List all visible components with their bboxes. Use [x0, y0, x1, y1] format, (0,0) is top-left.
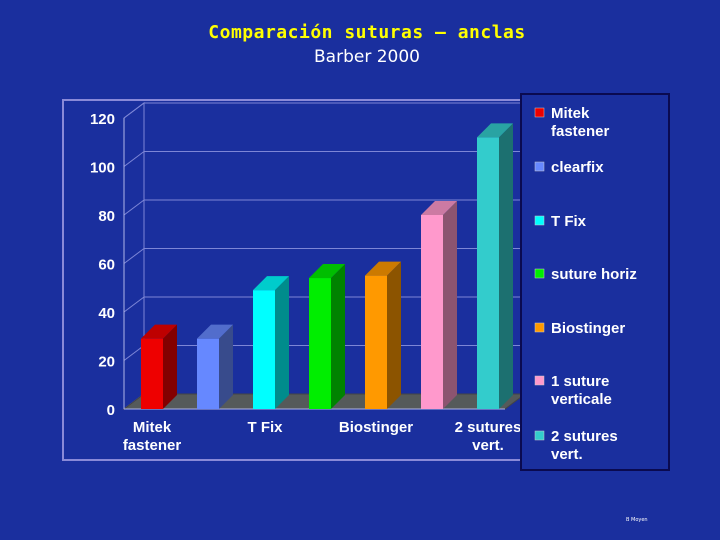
x-tick-label: Mitek fastener	[123, 419, 182, 454]
legend-label-line: clearfix	[551, 159, 604, 176]
bar-side	[163, 324, 177, 409]
x-tick-label-line: Mitek	[133, 419, 172, 436]
y-tick-label: 120	[90, 111, 115, 128]
legend-item: 2 sutures vert.	[534, 428, 618, 463]
legend-label-line: 2 sutures	[551, 428, 618, 445]
bar-side	[443, 201, 457, 409]
legend-item: Biostinger	[534, 320, 625, 337]
gridline-diagonal	[123, 345, 145, 361]
x-tick-label-line: Biostinger	[339, 419, 413, 436]
legend-label: 2 sutures vert.	[551, 428, 618, 463]
legend-swatch	[534, 430, 545, 441]
legend: Mitek fastener clearfix T Fix suture horiz Bi…	[534, 105, 637, 463]
x-tick-label: T Fix	[247, 419, 283, 436]
bar-top	[421, 201, 457, 215]
bar-front	[365, 275, 387, 409]
bar-side	[219, 324, 233, 409]
legend-label-line: 1 suture	[551, 373, 609, 390]
legend-swatch	[534, 161, 545, 172]
x-tick-label-line: fastener	[123, 437, 182, 454]
legend-label-line: Biostinger	[551, 320, 625, 337]
bar	[309, 264, 345, 409]
legend-label-line: T Fix	[551, 213, 587, 230]
bar-side	[499, 123, 513, 410]
legend-item: 1 suture verticale	[534, 373, 612, 408]
legend-item: T Fix	[534, 213, 587, 230]
legend-label: Mitek fastener	[551, 105, 610, 140]
legend-swatch	[534, 322, 545, 333]
bar-front	[141, 338, 163, 409]
bar	[421, 201, 457, 409]
x-tick-label-line: vert.	[472, 437, 504, 454]
bar	[365, 261, 401, 409]
legend-label: suture horiz	[551, 266, 637, 283]
x-tick-label: Biostinger	[339, 419, 413, 436]
legend-label-line: suture horiz	[551, 266, 637, 283]
legend-label-line: verticale	[551, 391, 612, 408]
legend-item: Mitek fastener	[534, 105, 610, 140]
gridline-diagonal	[123, 102, 145, 119]
legend-box	[520, 93, 670, 471]
bar-top	[365, 261, 401, 276]
y-tick-label: 40	[98, 305, 115, 322]
legend-label: 1 suture verticale	[551, 373, 612, 408]
gridline-diagonal	[123, 296, 145, 313]
legend-swatch	[534, 107, 545, 118]
gridline-diagonal	[123, 248, 145, 264]
y-tick-label: 100	[90, 160, 115, 177]
bar	[477, 123, 513, 410]
y-tick-label: 20	[98, 354, 115, 371]
x-tick-label: 2 sutures vert.	[455, 419, 522, 454]
y-tick-label: 80	[98, 208, 115, 225]
legend-swatch	[534, 375, 545, 386]
y-tick-label: 0	[107, 402, 115, 419]
bars	[141, 123, 513, 410]
legend-item: clearfix	[534, 159, 604, 176]
y-tick-label: 60	[98, 257, 115, 274]
bar-top	[309, 264, 345, 279]
bar	[253, 276, 289, 409]
x-tick-label-line: 2 sutures	[455, 419, 522, 436]
legend-item: suture horiz	[534, 266, 637, 283]
legend-swatch	[534, 215, 545, 226]
bar-front	[309, 278, 331, 409]
legend-label-line: fastener	[551, 123, 610, 140]
slide-subtitle: Barber 2000	[314, 47, 420, 67]
y-tick-labels: 0 20 40 60 80 100 120	[90, 111, 115, 419]
bar-top	[477, 123, 513, 138]
bar-front	[197, 338, 219, 409]
legend-label-line: vert.	[551, 446, 583, 463]
bar-top	[197, 324, 233, 339]
bar-side	[387, 261, 401, 409]
slide-title: Comparación suturas – anclas	[208, 22, 526, 43]
bar-top	[253, 276, 289, 291]
bar	[197, 324, 233, 409]
bar-front	[253, 290, 275, 409]
bar-top	[141, 324, 177, 339]
credit-text: B Moyen	[626, 517, 648, 523]
legend-label: Biostinger	[551, 320, 625, 337]
legend-swatch	[534, 268, 545, 279]
gridline-diagonal	[123, 151, 145, 167]
bar	[141, 324, 177, 409]
legend-label-line: Mitek	[551, 105, 590, 122]
bar-side	[275, 276, 289, 409]
x-tick-label-line: T Fix	[247, 419, 283, 436]
legend-label: clearfix	[551, 159, 604, 176]
bar-front	[477, 137, 499, 409]
legend-label: T Fix	[551, 213, 587, 230]
bar-side	[331, 264, 345, 409]
bar-front	[421, 215, 443, 409]
x-tick-labels: Mitek fastener T Fix Biostinger 2 sutures ver…	[123, 419, 522, 454]
gridline-diagonal	[123, 199, 145, 216]
